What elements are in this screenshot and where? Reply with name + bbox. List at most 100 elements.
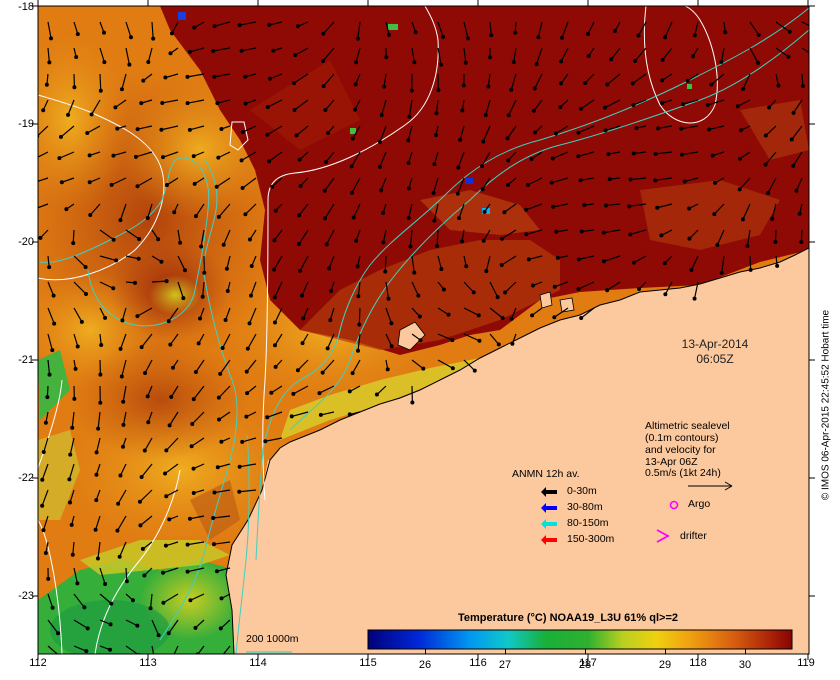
velocity-arrow-head <box>631 260 636 265</box>
velocity-arrow-shaft <box>357 21 361 39</box>
velocity-arrow-head <box>495 295 500 300</box>
velocity-arrow-shaft <box>324 99 335 111</box>
velocity-arrow-head <box>381 210 386 215</box>
velocity-arrow-shaft <box>144 359 153 374</box>
velocity-arrow-head <box>719 59 724 64</box>
velocity-arrow-head <box>69 522 74 527</box>
velocity-arrow-shaft <box>99 47 105 63</box>
velocity-arrow-shaft <box>328 255 335 269</box>
velocity-arrow-head <box>85 131 90 136</box>
velocity-arrow-shaft <box>294 99 309 111</box>
velocity-arrow-head <box>789 137 794 142</box>
velocity-arrow-head <box>291 391 296 396</box>
velocity-arrow-head <box>217 417 222 422</box>
velocity-arrow-head <box>265 415 270 420</box>
x-tick-label: 119 <box>797 657 815 669</box>
velocity-arrow-shaft <box>121 307 127 321</box>
velocity-arrow-head <box>576 286 581 291</box>
velocity-arrow-shaft <box>581 229 595 233</box>
velocity-arrow-head <box>660 78 665 83</box>
velocity-arrow-head <box>679 152 684 157</box>
velocity-arrow-head <box>93 527 98 532</box>
velocity-arrow-head <box>579 229 584 234</box>
velocity-arrow-shaft <box>432 177 439 194</box>
velocity-arrow-shaft <box>195 359 205 373</box>
velocity-arrow-shaft <box>510 73 517 91</box>
velocity-arrow-head <box>800 84 805 89</box>
velocity-arrow-shaft <box>489 281 499 298</box>
velocity-arrow-head <box>389 321 394 326</box>
velocity-arrow-shaft <box>771 203 777 219</box>
velocity-arrow-head <box>586 53 591 58</box>
velocity-arrow-shaft <box>73 307 83 323</box>
temperature-colorbar <box>367 629 793 650</box>
colorbar-tick-mark <box>665 649 666 654</box>
velocity-arrow-head <box>350 371 355 376</box>
velocity-arrow-shaft <box>775 21 791 33</box>
velocity-arrow-head <box>692 296 697 301</box>
velocity-arrow-head <box>119 87 124 92</box>
velocity-arrow-shaft <box>555 125 569 135</box>
velocity-arrow-shaft <box>140 515 153 526</box>
velocity-arrow-head <box>578 178 583 183</box>
velocity-arrow-head <box>406 138 411 143</box>
velocity-arrow-head <box>712 212 717 217</box>
velocity-arrow-head <box>576 154 581 159</box>
velocity-arrow-head <box>73 366 78 371</box>
velocity-arrow-head <box>191 397 196 402</box>
velocity-arrow-shaft <box>296 125 309 136</box>
velocity-arrow-head <box>526 257 531 262</box>
velocity-arrow-head <box>791 163 796 168</box>
velocity-arrow-shaft <box>483 229 491 242</box>
velocity-arrow-head <box>247 237 252 242</box>
velocity-arrow-shaft <box>552 151 569 160</box>
velocity-arrow-shaft <box>241 151 257 161</box>
velocity-arrow-head <box>791 110 796 115</box>
velocity-arrow-head <box>482 209 487 214</box>
velocity-arrow-shaft <box>244 203 257 215</box>
velocity-arrow-head <box>52 321 57 326</box>
velocity-arrow-head <box>120 318 125 323</box>
velocity-arrow-shaft <box>137 177 153 187</box>
velocity-arrow-head <box>356 348 361 353</box>
velocity-arrow-head <box>549 180 554 185</box>
velocity-arrow-head <box>240 186 245 191</box>
velocity-arrow-head <box>559 81 564 86</box>
velocity-arrow-head <box>576 130 581 135</box>
velocity-arrow-shaft <box>72 229 75 244</box>
velocity-arrow-head <box>185 542 190 547</box>
velocity-arrow-head <box>748 267 753 272</box>
velocity-arrow-shaft <box>242 177 257 189</box>
velocity-arrow-head <box>406 186 411 191</box>
velocity-arrow-head <box>441 287 446 292</box>
velocity-arrow-shaft <box>271 177 283 188</box>
velocity-arrow-head <box>198 316 203 321</box>
y-tick-label: -21 <box>18 354 34 366</box>
velocity-arrow-shaft <box>169 411 179 426</box>
velocity-arrow-head <box>218 626 223 631</box>
velocity-arrow-shaft <box>187 541 205 546</box>
velocity-arrow-head <box>797 211 802 216</box>
velocity-arrow-shaft <box>225 307 231 321</box>
velocity-arrow-shaft <box>99 255 117 262</box>
velocity-arrow-shaft <box>664 21 673 38</box>
velocity-arrow-head <box>511 60 516 65</box>
velocity-arrow-head <box>355 264 360 269</box>
velocity-arrow-shaft <box>553 203 569 208</box>
velocity-arrow-shaft <box>125 47 130 65</box>
velocity-arrow-shaft <box>169 333 179 346</box>
velocity-arrow-head <box>166 319 171 324</box>
velocity-arrow-shaft <box>214 73 231 78</box>
velocity-arrow-head <box>40 477 45 482</box>
velocity-arrow-head <box>326 131 331 136</box>
velocity-arrow-head <box>605 82 610 87</box>
velocity-arrow-shaft <box>216 567 231 572</box>
plot-frame <box>37 5 810 655</box>
velocity-arrow-shaft <box>749 255 752 270</box>
velocity-arrow-shaft <box>151 21 154 39</box>
arrow-swatch-black <box>541 487 557 497</box>
velocity-arrow-head <box>41 449 46 454</box>
velocity-arrow-head <box>164 279 169 284</box>
velocity-arrow-head <box>328 318 333 323</box>
